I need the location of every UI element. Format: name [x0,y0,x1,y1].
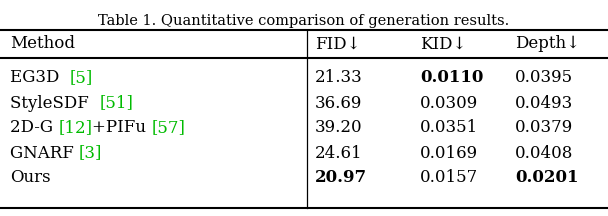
Text: EG3D: EG3D [10,70,70,86]
Text: [12]: [12] [58,119,92,137]
Text: +PIFu: +PIFu [92,119,151,137]
Text: [5]: [5] [70,70,93,86]
Text: 0.0395: 0.0395 [515,70,573,86]
Text: 39.20: 39.20 [315,119,362,137]
Text: KID↓: KID↓ [420,35,466,52]
Text: 20.97: 20.97 [315,170,367,186]
Text: 0.0351: 0.0351 [420,119,478,137]
Text: 0.0309: 0.0309 [420,95,478,111]
Text: Table 1. Quantitative comparison of generation results.: Table 1. Quantitative comparison of gene… [98,14,510,28]
Text: 0.0493: 0.0493 [515,95,573,111]
Text: [51]: [51] [99,95,133,111]
Text: 24.61: 24.61 [315,145,362,162]
Text: StyleSDF: StyleSDF [10,95,99,111]
Text: GNARF: GNARF [10,145,79,162]
Text: 0.0408: 0.0408 [515,145,573,162]
Text: 2D-G: 2D-G [10,119,58,137]
Text: 0.0110: 0.0110 [420,70,483,86]
Text: 0.0157: 0.0157 [420,170,478,186]
Text: 36.69: 36.69 [315,95,362,111]
Text: Method: Method [10,35,75,52]
Text: 21.33: 21.33 [315,70,363,86]
Text: Ours: Ours [10,170,50,186]
Text: Depth↓: Depth↓ [515,35,580,52]
Text: 0.0201: 0.0201 [515,170,578,186]
Text: [57]: [57] [151,119,185,137]
Text: [3]: [3] [79,145,103,162]
Text: 0.0169: 0.0169 [420,145,478,162]
Text: 0.0379: 0.0379 [515,119,573,137]
Text: FID↓: FID↓ [315,35,361,52]
